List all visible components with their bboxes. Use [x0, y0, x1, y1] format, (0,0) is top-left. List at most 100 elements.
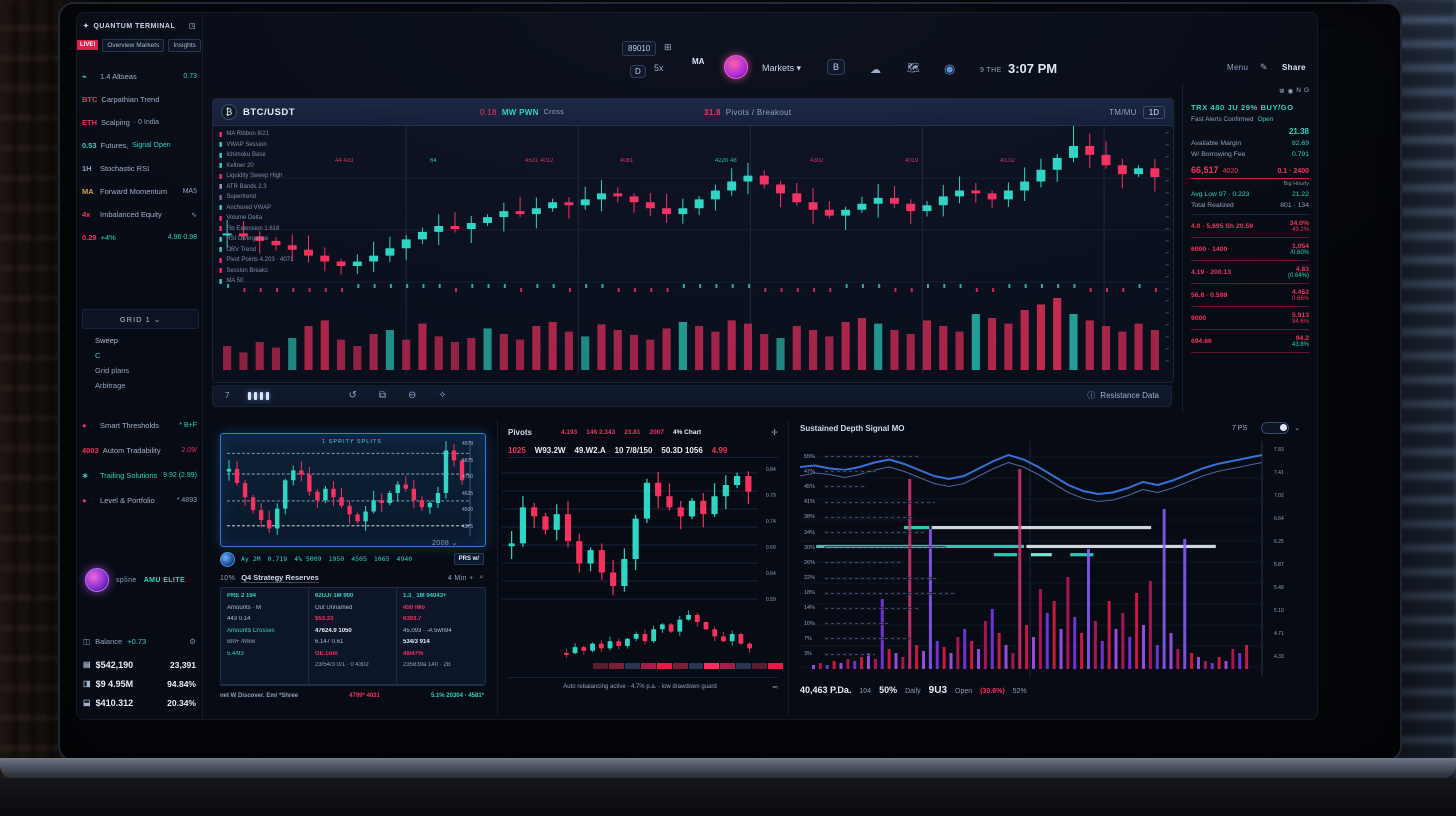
- leverage-label[interactable]: 5x: [654, 63, 664, 73]
- table-cell[interactable]: 45.093 · -A 5wh94: [403, 627, 452, 634]
- table-cell[interactable]: 450 /Mo: [403, 604, 426, 611]
- axis-tick: 5.10: [1274, 608, 1284, 614]
- sidebar-subitem[interactable]: Grid plans: [95, 366, 130, 375]
- order-book-icon[interactable]: N: [1296, 87, 1301, 94]
- depth-footer-item: 9U3: [928, 685, 948, 696]
- price-chip[interactable]: 89010: [622, 41, 657, 56]
- table-cell[interactable]: 1.3_ 1M 94043+: [403, 593, 447, 599]
- watchlist-item[interactable]: 4x Imbalanced Equity ∿: [82, 203, 197, 226]
- tab-overview-markets[interactable]: Overview Markets: [102, 38, 165, 52]
- watchlist-item[interactable]: ETH Scalping · 0 India: [82, 111, 197, 134]
- watchlist-item[interactable]: 1H Stochastic RSI: [82, 157, 197, 180]
- strategy-item[interactable]: ● Smart Thresholds * B+F: [82, 413, 197, 438]
- ask-row[interactable]: 6000 · 1400 1,054 /0.60%: [1191, 238, 1309, 261]
- mini-chart-frame[interactable]: [220, 433, 486, 547]
- table-cell[interactable]: Out Unnamed: [315, 604, 353, 611]
- table-cell[interactable]: 6.147 0.61: [315, 639, 344, 645]
- chevron-down-icon[interactable]: ⌄: [1294, 425, 1300, 432]
- d-badge[interactable]: D: [630, 65, 646, 78]
- promo-value: AMU ELITE: [143, 576, 186, 584]
- pencil-icon[interactable]: ✎: [1260, 62, 1268, 72]
- strategy-item[interactable]: 4003 Autom Tradability 2.09/: [82, 438, 197, 463]
- brand-orb-icon[interactable]: [724, 55, 748, 79]
- last-price-change: 0.1 · 2400: [1277, 168, 1309, 175]
- promo-row[interactable]: spline AMU ELITE: [85, 565, 197, 595]
- b-badge[interactable]: B: [827, 59, 846, 75]
- order-book-icon[interactable]: G: [1303, 87, 1309, 94]
- depth-footer-item: (30.6%): [980, 688, 1005, 695]
- table-cell[interactable]: 235839a 140 · 2B: [403, 662, 451, 668]
- table-cell[interactable]: 5.4/93: [227, 650, 244, 657]
- watchlist-item[interactable]: 0.29 +4% 4.96 0.98: [82, 226, 197, 249]
- status-orb-icon[interactable]: [220, 551, 235, 567]
- timeframe-button[interactable]: 1D: [1142, 105, 1165, 119]
- table-cell[interactable]: 6393.7: [403, 616, 422, 622]
- share-button[interactable]: Share: [1282, 63, 1306, 72]
- table-title: Q4 Strategy Reserves: [241, 573, 319, 583]
- map-icon[interactable]: 🗺: [907, 63, 920, 74]
- table-cell[interactable]: GE.com: [315, 650, 338, 657]
- symbol-label[interactable]: BTC/USDT: [243, 106, 296, 118]
- watchlist-item[interactable]: ⌁ 1.4 Altseas 0.73: [82, 65, 197, 88]
- table-filter[interactable]: 4 Min +: [447, 574, 474, 582]
- toolbar-icon[interactable]: ⊖: [407, 390, 417, 401]
- strategy-item[interactable]: ∗ Trailing Solutions 9.92 (2.99): [82, 463, 197, 488]
- toolbar-icon[interactable]: ↺: [348, 390, 357, 401]
- table-cell[interactable]: Amounts · M: [227, 604, 262, 611]
- status-button[interactable]: PRS w/: [453, 553, 484, 565]
- tab-insights[interactable]: Insights: [168, 38, 201, 52]
- last-price-row[interactable]: 66,517 4020 0.1 · 2400: [1191, 165, 1309, 179]
- table-cell[interactable]: Amount$ Crosses: [227, 627, 275, 634]
- depth-chart[interactable]: [800, 441, 1270, 677]
- ask-row[interactable]: 4.19 · 200.13 4.83 (0.64%): [1191, 261, 1309, 284]
- account-stat-row: ▤ $542,190 23,391: [83, 655, 196, 674]
- watchlist-item[interactable]: BTC Carpathian Trend: [82, 88, 197, 111]
- markets-menu[interactable]: Markets ▾: [762, 63, 802, 73]
- sidebar-subitem[interactable]: Arbitrage: [95, 381, 126, 390]
- table-cell[interactable]: $53.33: [315, 616, 334, 622]
- ask-row[interactable]: 4.0 · 5,695 Sh 20.59 34.0% 49.2%: [1191, 215, 1309, 238]
- table-cell[interactable]: 23/54/3 0/1 · 0 4302: [315, 662, 369, 668]
- depth-toggle[interactable]: [1261, 422, 1290, 434]
- zoom-slider[interactable]: [243, 388, 275, 403]
- ask-row[interactable]: 56.8 · 0.598 4.452 0.66%: [1191, 284, 1309, 307]
- table-cell[interactable]: 46/47%: [403, 650, 424, 657]
- order-book-icon[interactable]: ◉: [1287, 88, 1294, 95]
- range-label: TM/MU: [1109, 107, 1137, 117]
- drag-handle-icon[interactable]: ≕: [772, 685, 778, 691]
- pivots-candlestick-chart[interactable]: [502, 461, 764, 661]
- toolbar-icon[interactable]: ⧉: [378, 390, 386, 401]
- search-icon[interactable]: ⌕: [479, 574, 484, 581]
- sidebar-subitem[interactable]: C: [95, 351, 101, 360]
- watchlist-item[interactable]: 0.53 Futures, Signal Open: [82, 134, 197, 157]
- crosshair-icon[interactable]: ✛: [771, 427, 778, 437]
- ask-row[interactable]: 694.66 94.2 43.8%: [1191, 330, 1309, 353]
- order-book-icon[interactable]: ⋓: [1279, 88, 1285, 95]
- pivots-title: Pivots: [508, 427, 533, 437]
- table-cell[interactable]: BM+ /Mxw: [227, 639, 256, 645]
- ask-values: 4.452 0.66%: [1292, 289, 1309, 302]
- globe-icon[interactable]: ◉: [944, 61, 956, 76]
- table-cell[interactable]: 443 0.14: [227, 616, 251, 622]
- table-cell[interactable]: PRE 2 194: [227, 593, 257, 599]
- ask-row[interactable]: 9000 5.913 94.6%: [1191, 307, 1309, 330]
- ask-price: 694.66: [1191, 338, 1212, 345]
- sidebar-subitem[interactable]: Sweep: [95, 336, 118, 345]
- cloud-icon[interactable]: ☁: [870, 64, 881, 76]
- table-cell[interactable]: 534/3 914: [403, 639, 430, 645]
- sidebar-section-grid[interactable]: GRID 1 ⌄: [82, 309, 199, 329]
- strategy-item[interactable]: ● Level & Portfolio * 4893: [82, 488, 197, 513]
- toolbar-icon[interactable]: ✧: [438, 390, 447, 401]
- menu-button[interactable]: Menu: [1227, 63, 1249, 72]
- main-candlestick-chart[interactable]: 44 433 64 4531 4012 4081 4220 48 4302 4019 43.0…: [215, 126, 1171, 374]
- table-cell[interactable]: 47624.9 1050: [315, 627, 352, 634]
- mini-chart-note[interactable]: 2008 ⌄: [432, 540, 458, 547]
- extended-data-toggle[interactable]: ⓘ Resistance Data: [1087, 390, 1159, 401]
- table-cell[interactable]: 62UJr 1M 900: [315, 593, 354, 599]
- gear-icon[interactable]: ⚙: [189, 636, 196, 646]
- ask-size: 5.913: [1291, 312, 1309, 319]
- grid-icon[interactable]: ⊞: [664, 42, 672, 52]
- watchlist-item[interactable]: MA Forward Momentum MA5: [82, 180, 197, 203]
- pivots-header-value: 146 2.343: [586, 428, 616, 436]
- pivots-axis: 0.84 0.79 0.74 0.69 0.64 0.59: [766, 467, 786, 623]
